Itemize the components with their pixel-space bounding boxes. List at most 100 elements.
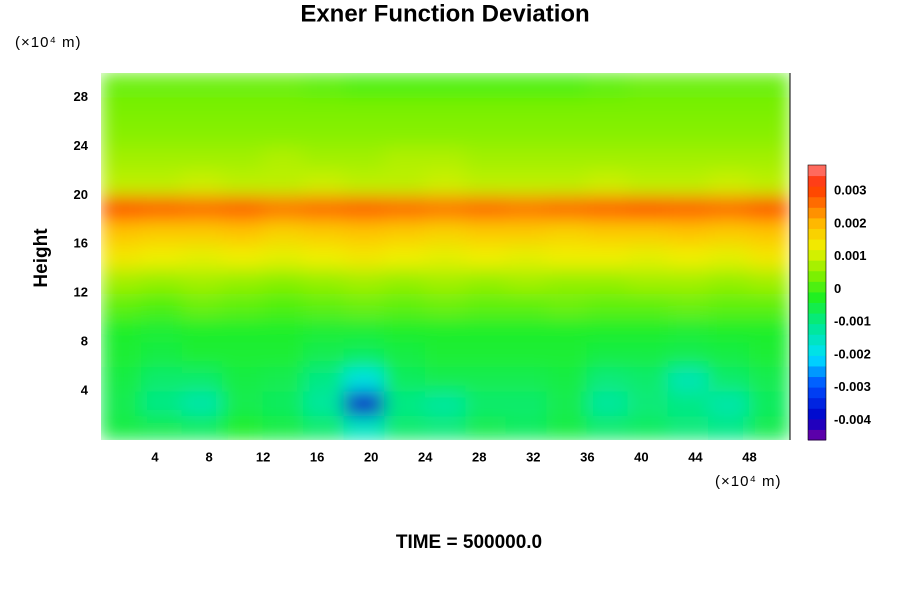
field-cell bbox=[101, 219, 143, 245]
field-cell bbox=[101, 121, 143, 147]
field-cell bbox=[343, 341, 386, 368]
field-cell bbox=[424, 292, 467, 319]
x-unit: (×10⁴ m) bbox=[715, 473, 782, 490]
field-cell bbox=[748, 145, 790, 172]
field-cell bbox=[424, 73, 467, 98]
colorbar-band bbox=[808, 418, 826, 430]
x-tick-label: 48 bbox=[742, 449, 756, 464]
colorbar-band bbox=[808, 408, 826, 420]
field-cell bbox=[465, 292, 507, 319]
field-cell bbox=[303, 194, 345, 221]
field-cell bbox=[181, 73, 224, 98]
field-cell bbox=[141, 292, 183, 319]
x-tick-label: 16 bbox=[310, 449, 324, 464]
field-cell bbox=[141, 390, 183, 417]
field-cell bbox=[262, 268, 305, 294]
field-cell bbox=[343, 390, 386, 417]
field-cell bbox=[181, 170, 224, 196]
field-cell bbox=[546, 194, 588, 221]
field-cell bbox=[343, 268, 386, 294]
field-cell bbox=[708, 317, 750, 343]
colorbar-band bbox=[808, 291, 826, 303]
field-cell bbox=[586, 341, 629, 368]
field-cell bbox=[181, 96, 224, 123]
field-cell bbox=[708, 390, 750, 417]
field-cell bbox=[262, 317, 305, 343]
field-cell bbox=[748, 366, 790, 392]
field-cell bbox=[141, 121, 183, 147]
field-cell bbox=[303, 170, 345, 196]
field-cell bbox=[505, 390, 548, 417]
contour-field bbox=[101, 73, 790, 440]
field-cell bbox=[181, 145, 224, 172]
field-cell bbox=[101, 317, 143, 343]
field-cell bbox=[262, 73, 305, 98]
colorbar-band bbox=[808, 334, 826, 346]
field-cell bbox=[708, 121, 750, 147]
field-cell bbox=[505, 366, 548, 392]
field-cell bbox=[505, 170, 548, 196]
field-cell bbox=[262, 292, 305, 319]
field-cell bbox=[343, 96, 386, 123]
field-cell bbox=[708, 415, 750, 440]
field-cell bbox=[748, 194, 790, 221]
field-cell bbox=[222, 268, 264, 294]
field-cell bbox=[748, 292, 790, 319]
field-cell bbox=[627, 415, 669, 440]
field-cell bbox=[384, 145, 426, 172]
field-cell bbox=[586, 219, 629, 245]
field-cell bbox=[181, 194, 224, 221]
field-cell bbox=[667, 73, 710, 98]
field-cell bbox=[181, 292, 224, 319]
field-cell bbox=[667, 121, 710, 147]
field-cell bbox=[343, 366, 386, 392]
field-cell bbox=[505, 292, 548, 319]
field-cell bbox=[708, 292, 750, 319]
field-cell bbox=[343, 219, 386, 245]
field-cell bbox=[667, 170, 710, 196]
field-cell bbox=[627, 219, 669, 245]
plot-area bbox=[101, 73, 790, 440]
field-cell bbox=[424, 366, 467, 392]
field-cell bbox=[748, 73, 790, 98]
field-cell bbox=[465, 145, 507, 172]
y-tick-label: 16 bbox=[74, 236, 88, 251]
field-cell bbox=[546, 341, 588, 368]
x-tick-label: 8 bbox=[205, 449, 212, 464]
field-cell bbox=[181, 268, 224, 294]
field-cell bbox=[546, 121, 588, 147]
colorbar-band bbox=[808, 281, 826, 293]
colorbar-band bbox=[808, 302, 826, 314]
colorbar-tick-label: 0 bbox=[834, 281, 841, 296]
field-cell bbox=[141, 415, 183, 440]
field-cell bbox=[424, 121, 467, 147]
field-cell bbox=[262, 96, 305, 123]
field-cell bbox=[465, 415, 507, 440]
field-cell bbox=[384, 390, 426, 417]
field-cell bbox=[181, 317, 224, 343]
colorbar-band bbox=[808, 217, 826, 229]
field-cell bbox=[303, 268, 345, 294]
field-cell bbox=[424, 317, 467, 343]
field-cell bbox=[546, 390, 588, 417]
field-cell bbox=[384, 121, 426, 147]
field-cell bbox=[505, 194, 548, 221]
field-cell bbox=[586, 121, 629, 147]
colorbar-band bbox=[808, 429, 826, 441]
field-cell bbox=[465, 341, 507, 368]
colorbar-tick-label: -0.001 bbox=[834, 314, 871, 329]
field-cell bbox=[141, 145, 183, 172]
field-cell bbox=[222, 390, 264, 417]
field-cell bbox=[424, 268, 467, 294]
x-tick-label: 44 bbox=[688, 449, 703, 464]
field-cell bbox=[222, 341, 264, 368]
field-cell bbox=[465, 96, 507, 123]
field-cell bbox=[101, 194, 143, 221]
field-cell bbox=[384, 219, 426, 245]
colorbar-tick-label: 0.001 bbox=[834, 248, 867, 263]
field-cell bbox=[748, 121, 790, 147]
field-cell bbox=[505, 121, 548, 147]
field-cell bbox=[384, 317, 426, 343]
field-cell bbox=[748, 317, 790, 343]
x-tick-label: 12 bbox=[256, 449, 270, 464]
